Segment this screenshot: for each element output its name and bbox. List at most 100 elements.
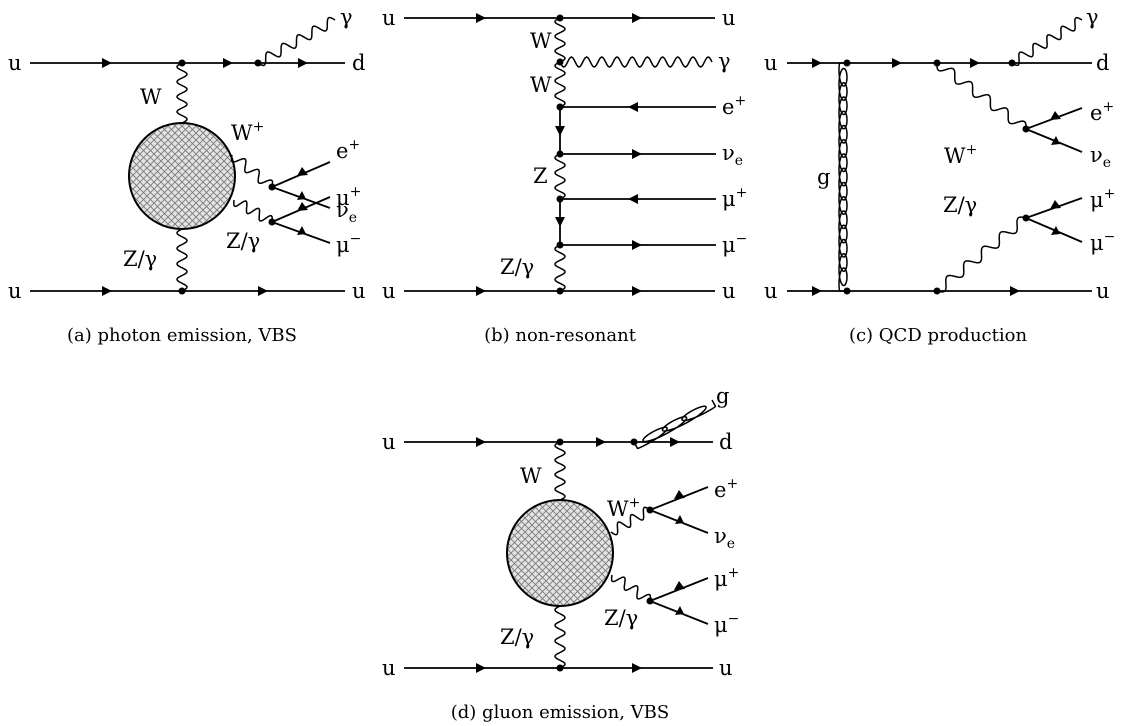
- c-label-wplus: W+: [944, 142, 977, 168]
- c-label-u-out: u: [1096, 279, 1110, 303]
- a-w-decay-line: [230, 154, 274, 188]
- panel-d-lines: [404, 441, 713, 669]
- d-arrow: [675, 515, 684, 524]
- a-arrows: [102, 58, 308, 296]
- c-label-muminus: μ−: [1090, 229, 1115, 255]
- b-label-photon: γ: [718, 49, 731, 73]
- b-arrow: [632, 149, 642, 159]
- b-vertex: [556, 14, 564, 22]
- d-vertex: [556, 664, 564, 672]
- panel-c: u u d u γ g W+ Z/γ e+ νe μ+ μ− (c) QCD p…: [764, 5, 1115, 346]
- d-arrow: [674, 581, 685, 590]
- a-arrow: [297, 226, 306, 235]
- a-w-propagator-path: [176, 62, 188, 124]
- c-arrow: [1050, 200, 1061, 209]
- b-arrows: [476, 13, 642, 296]
- b-vertex: [556, 287, 564, 295]
- d-label-zgamma-decay: Z/γ: [604, 606, 638, 630]
- d-label-d-out: d: [719, 430, 732, 454]
- c-caption: (c) QCD production: [849, 325, 1028, 346]
- d-label-wplus: W+: [607, 495, 640, 521]
- d-label-u-out: u: [719, 656, 733, 680]
- c-vertex: [843, 287, 851, 295]
- d-label-eplus: e+: [714, 476, 738, 502]
- d-arrow: [674, 490, 685, 499]
- a-label-zgamma-decay: Z/γ: [226, 229, 260, 253]
- d-label-nue: νe: [714, 524, 735, 552]
- b-arrow: [476, 13, 486, 23]
- a-z-decay-line: [233, 199, 273, 223]
- d-arrow: [476, 437, 486, 447]
- a-arrow: [102, 286, 112, 296]
- b-w1-propagator-path: [554, 17, 566, 63]
- b-vertex: [556, 58, 564, 66]
- d-vertex: [646, 506, 654, 514]
- d-label-u-in-bottom: u: [382, 656, 396, 680]
- d-w-decay-line-path: [610, 506, 651, 536]
- b-w1-propagator: [554, 17, 566, 63]
- a-vertex: [178, 287, 186, 295]
- b-labels: u u u u W W Z Z/γ γ e+ νe μ+ μ−: [382, 6, 747, 303]
- b-label-u-in-bottom: u: [382, 279, 396, 303]
- a-z-propagator: [176, 228, 188, 292]
- d-w-decay-line: [610, 506, 651, 536]
- a-label-w: W: [140, 85, 162, 109]
- b-vertices: [556, 14, 564, 295]
- b-photon-line-path: [559, 56, 713, 68]
- c-arrow: [1051, 136, 1060, 145]
- a-w-decay-line-path: [230, 154, 274, 188]
- b-caption: (b) non-resonant: [484, 325, 637, 346]
- d-z-decay-line-path: [610, 574, 652, 602]
- c-arrow: [812, 286, 822, 296]
- c-label-u-in-top: u: [764, 51, 778, 75]
- a-label-u-out: u: [352, 279, 366, 303]
- a-vertex: [268, 218, 276, 226]
- c-label-gluon: g: [817, 165, 830, 189]
- d-caption: (d) gluon emission, VBS: [451, 702, 669, 723]
- c-gluon-propagator-path: [838, 62, 848, 292]
- d-arrow: [476, 663, 486, 673]
- a-photon-line: [257, 16, 336, 67]
- b-arrow: [632, 13, 642, 23]
- d-w-propagator: [554, 441, 566, 501]
- b-label-zgamma: Z/γ: [500, 255, 534, 279]
- a-vertex: [268, 183, 276, 191]
- c-arrow: [812, 58, 822, 68]
- a-arrow: [298, 58, 308, 68]
- b-label-eplus: e+: [722, 93, 746, 119]
- b-arrow: [555, 217, 565, 227]
- b-vertex: [556, 241, 564, 249]
- d-label-gluon: g: [716, 384, 729, 408]
- a-vbs-blob: [128, 122, 236, 230]
- panel-a: u u d u γ W Z/γ W+ Z/γ e+ νe μ+ μ− (a) p…: [8, 5, 366, 346]
- d-label-muplus: μ+: [714, 565, 739, 591]
- d-arrows: [476, 437, 685, 673]
- d-arrow: [632, 663, 642, 673]
- d-arrow: [670, 437, 680, 447]
- b-vertex: [556, 150, 564, 158]
- b-label-w2: W: [530, 73, 552, 97]
- b-arrow: [555, 126, 565, 136]
- d-labels: u u d u g W Z/γ W+ Z/γ e+ νe μ+ μ−: [382, 384, 739, 680]
- c-label-u-in-bottom: u: [764, 279, 778, 303]
- c-arrow: [1010, 286, 1020, 296]
- c-vertex: [1008, 59, 1016, 67]
- b-arrow: [632, 286, 642, 296]
- a-label-muplus: μ+: [336, 184, 361, 210]
- a-label-wplus: W+: [231, 119, 264, 145]
- c-vertex: [1022, 125, 1030, 133]
- b-label-u-in-top: u: [382, 6, 396, 30]
- d-vbs-blob: [506, 499, 614, 607]
- c-photon-line: [1011, 16, 1083, 67]
- b-z-propagator: [554, 153, 566, 200]
- a-arrow: [102, 58, 112, 68]
- c-photon-line-path: [1011, 16, 1083, 67]
- c-vertices: [843, 59, 1030, 295]
- a-label-muminus: μ−: [336, 231, 361, 257]
- a-label-u-in-bottom: u: [8, 279, 22, 303]
- c-w-line-path: [936, 62, 1027, 130]
- b-zgamma-propagator-path: [554, 244, 566, 292]
- c-arrows: [812, 58, 1061, 296]
